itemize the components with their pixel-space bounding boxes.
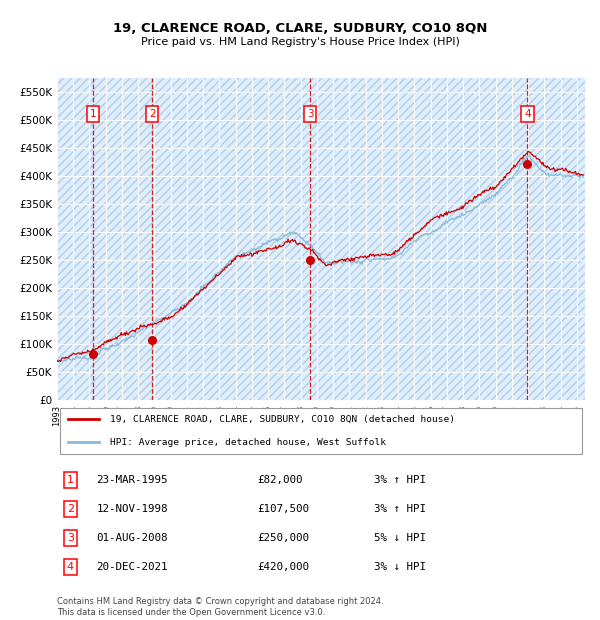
Text: 3% ↑ HPI: 3% ↑ HPI bbox=[374, 475, 426, 485]
Text: 12-NOV-1998: 12-NOV-1998 bbox=[97, 504, 168, 514]
Text: £420,000: £420,000 bbox=[257, 562, 310, 572]
Text: 3: 3 bbox=[307, 109, 313, 119]
Text: 3% ↑ HPI: 3% ↑ HPI bbox=[374, 504, 426, 514]
Text: £82,000: £82,000 bbox=[257, 475, 303, 485]
Text: 19, CLARENCE ROAD, CLARE, SUDBURY, CO10 8QN (detached house): 19, CLARENCE ROAD, CLARE, SUDBURY, CO10 … bbox=[110, 415, 455, 424]
Text: 23-MAR-1995: 23-MAR-1995 bbox=[97, 475, 168, 485]
Text: 5% ↓ HPI: 5% ↓ HPI bbox=[374, 533, 426, 543]
Text: Contains HM Land Registry data © Crown copyright and database right 2024.
This d: Contains HM Land Registry data © Crown c… bbox=[57, 598, 383, 617]
Text: 2: 2 bbox=[67, 504, 74, 514]
Text: 01-AUG-2008: 01-AUG-2008 bbox=[97, 533, 168, 543]
Text: 20-DEC-2021: 20-DEC-2021 bbox=[97, 562, 168, 572]
Text: HPI: Average price, detached house, West Suffolk: HPI: Average price, detached house, West… bbox=[110, 438, 386, 447]
Text: Price paid vs. HM Land Registry's House Price Index (HPI): Price paid vs. HM Land Registry's House … bbox=[140, 37, 460, 47]
Text: 3% ↓ HPI: 3% ↓ HPI bbox=[374, 562, 426, 572]
Text: 4: 4 bbox=[524, 109, 531, 119]
Text: £250,000: £250,000 bbox=[257, 533, 310, 543]
Text: 1: 1 bbox=[67, 475, 74, 485]
Text: 1: 1 bbox=[90, 109, 97, 119]
Text: 3: 3 bbox=[67, 533, 74, 543]
Text: £107,500: £107,500 bbox=[257, 504, 310, 514]
FancyBboxPatch shape bbox=[59, 408, 583, 454]
Text: 2: 2 bbox=[149, 109, 155, 119]
Text: 19, CLARENCE ROAD, CLARE, SUDBURY, CO10 8QN: 19, CLARENCE ROAD, CLARE, SUDBURY, CO10 … bbox=[113, 22, 487, 35]
Text: 4: 4 bbox=[67, 562, 74, 572]
